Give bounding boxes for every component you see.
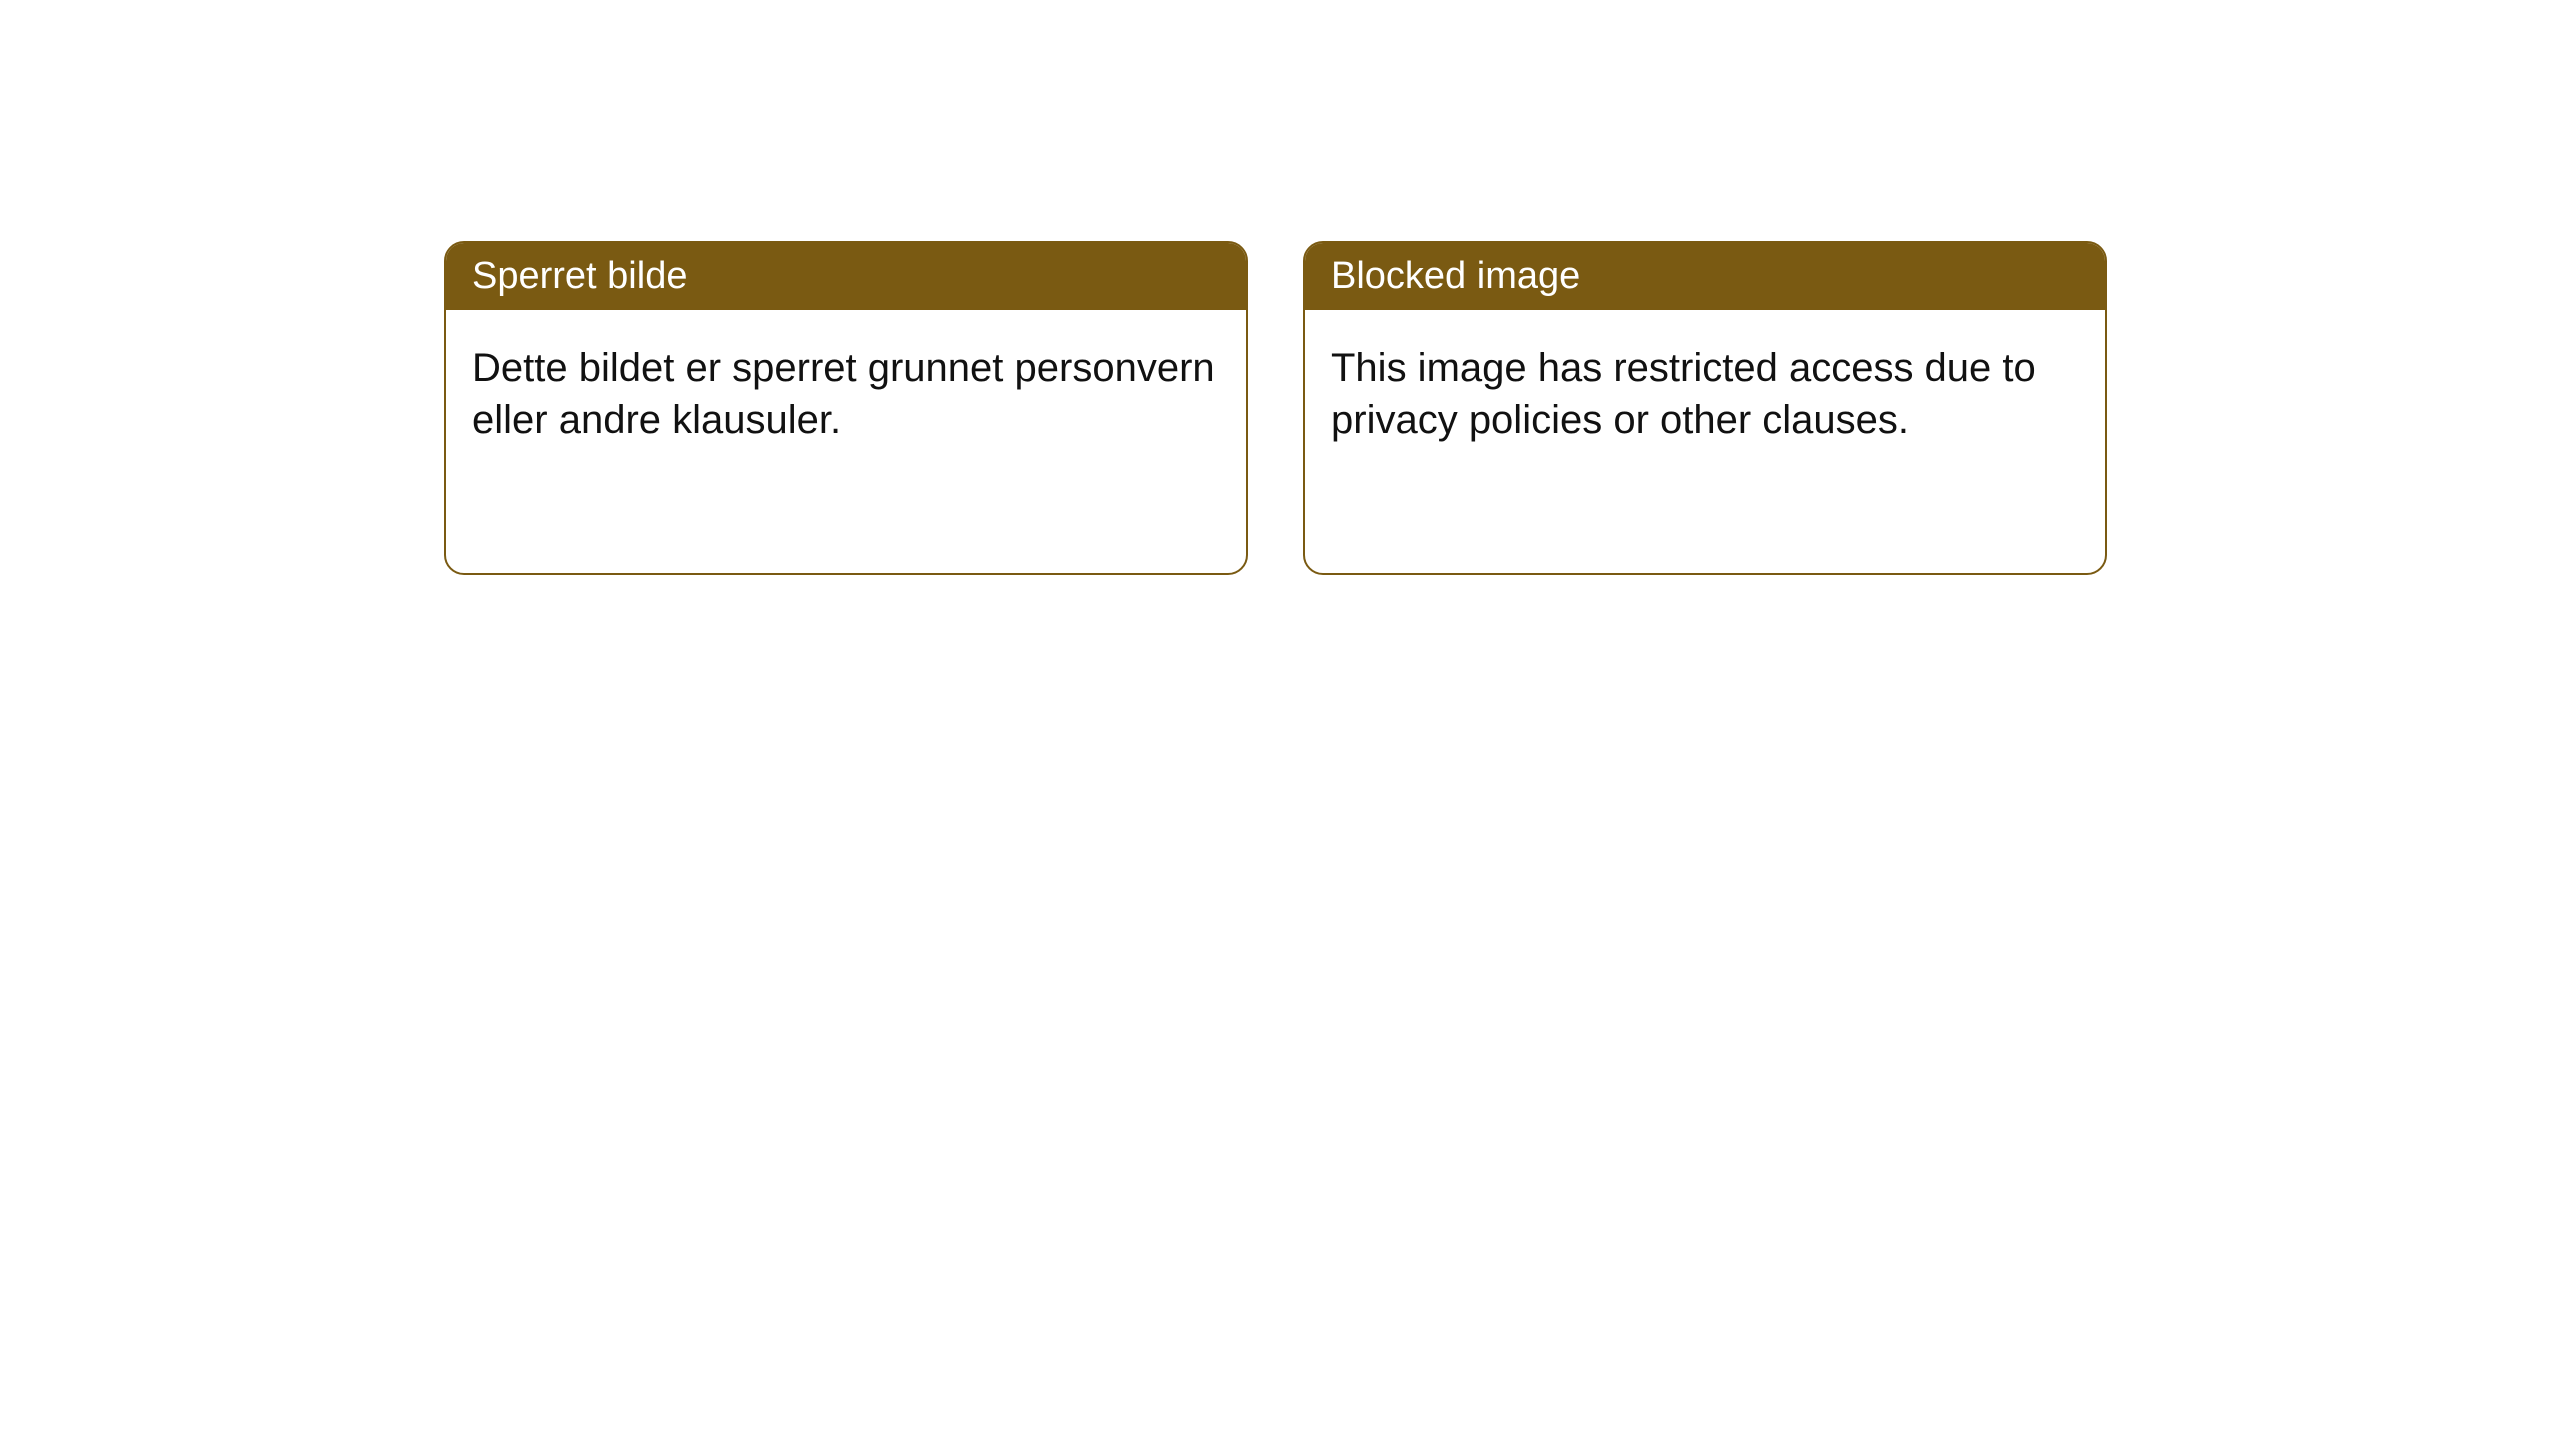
- notice-card-norwegian: Sperret bilde Dette bildet er sperret gr…: [444, 241, 1248, 575]
- notice-body: Dette bildet er sperret grunnet personve…: [446, 310, 1246, 478]
- notice-body: This image has restricted access due to …: [1305, 310, 2105, 478]
- notice-card-english: Blocked image This image has restricted …: [1303, 241, 2107, 575]
- notice-title: Blocked image: [1305, 243, 2105, 310]
- notice-container: Sperret bilde Dette bildet er sperret gr…: [0, 0, 2560, 575]
- notice-title: Sperret bilde: [446, 243, 1246, 310]
